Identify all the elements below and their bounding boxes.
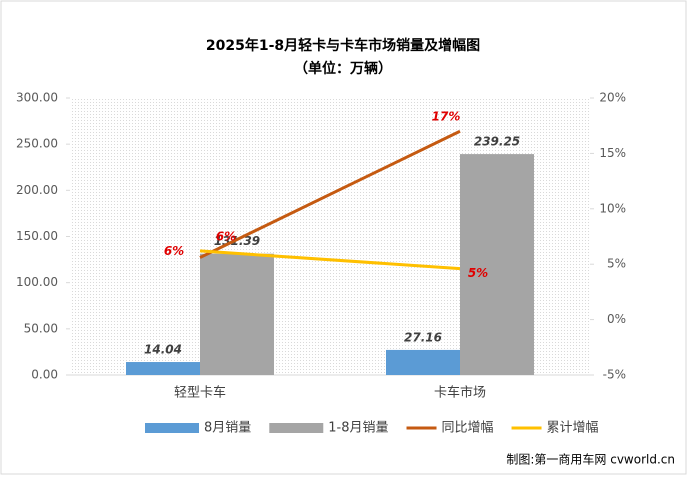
source: 制图:第一商用车网 cvworld.cn [506, 452, 675, 467]
y-tick-label: 150.00 [16, 229, 58, 243]
bar [126, 362, 200, 375]
line [199, 129, 461, 259]
y2-tick-label: 20% [599, 91, 626, 105]
y-tick-label: 100.00 [16, 275, 58, 289]
line-value-label: 17% [432, 110, 461, 124]
y2-tick-label: 10% [599, 201, 626, 215]
legend-label: 累计增幅 [547, 421, 599, 436]
bar-value-label: 14.04 [144, 343, 182, 357]
legend-swatch [269, 423, 324, 433]
line [199, 249, 461, 271]
bar [386, 349, 460, 375]
x-tick-label: 轻型卡车 [174, 385, 226, 401]
line-value-label: 6% [164, 244, 184, 258]
bar [200, 253, 274, 375]
bar-value-label: 27.16 [404, 330, 442, 344]
legend-swatch [145, 423, 199, 433]
bar [460, 154, 534, 375]
chart-title: 2025年1-8月轻卡与卡车市场销量及增幅图 [206, 37, 480, 54]
x-tick-label: 卡车市场 [434, 385, 486, 401]
chart-subtitle: （单位：万辆） [294, 60, 392, 77]
y-tick-label: 50.00 [24, 321, 58, 335]
bar-value-label: 239.25 [474, 135, 520, 149]
y2-tick-label: -5% [603, 368, 626, 382]
legend-label: 8月销量 [204, 421, 251, 436]
y-tick-label: 250.00 [16, 137, 58, 151]
y2-tick-label: 5% [607, 257, 626, 271]
y-tick-label: 300.00 [16, 91, 58, 105]
legend-label: 1-8月销量 [328, 421, 388, 436]
legend-label: 同比增幅 [442, 421, 494, 436]
line-value-label: 5% [468, 266, 488, 280]
y-tick-label: 200.00 [16, 183, 58, 197]
y2-tick-label: 15% [599, 146, 626, 160]
y-tick-label: 0.00 [31, 368, 58, 382]
y2-tick-label: 0% [607, 312, 626, 326]
line-value-label: 6% [216, 229, 236, 243]
